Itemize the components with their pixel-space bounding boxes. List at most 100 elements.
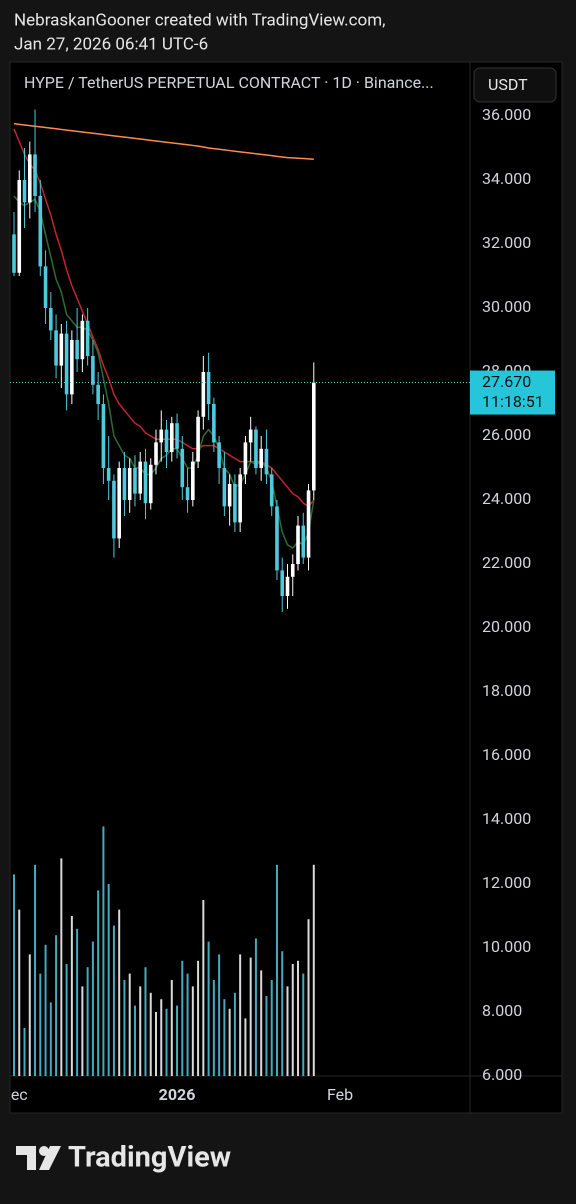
candle-body (133, 468, 137, 494)
candle-body (306, 490, 311, 558)
y-tick-label: 8.000 (482, 1001, 522, 1020)
currency-label[interactable]: USDT (488, 75, 528, 94)
candle-body (233, 484, 237, 523)
candle-body (80, 320, 85, 360)
volume-bar (144, 967, 147, 1076)
volume-bar (265, 996, 268, 1076)
volume-bar (65, 964, 68, 1076)
volume-bar (260, 970, 263, 1076)
candle-body (17, 180, 22, 273)
volume-bar (286, 986, 289, 1076)
candle-body (259, 448, 263, 468)
footer-brand: TradingView (68, 1141, 231, 1175)
volume-bar (244, 1018, 247, 1076)
candle-body (185, 487, 190, 500)
volume-bar (118, 909, 121, 1076)
candle-body (169, 423, 174, 452)
volume-bar (197, 960, 200, 1076)
volume-bar (270, 980, 273, 1076)
y-tick-label: 12.000 (482, 873, 531, 892)
candle-body (75, 340, 79, 360)
volume-bar (12, 874, 15, 1076)
candle-body (175, 423, 179, 449)
y-tick-label: 34.000 (482, 169, 531, 188)
volume-bar (212, 980, 215, 1076)
y-tick-label: 6.000 (482, 1065, 522, 1084)
candle-body (164, 429, 169, 452)
volume-bar (55, 935, 58, 1076)
volume-bar (81, 986, 84, 1076)
candle-body (264, 448, 269, 475)
candle-body (127, 468, 132, 500)
candle-body (96, 384, 100, 404)
candle-body (238, 474, 242, 523)
currency-button[interactable] (473, 67, 557, 103)
volume-bar (70, 916, 73, 1076)
volume-bar (176, 1005, 179, 1076)
y-tick-label: 18.000 (482, 681, 531, 700)
candle-body (243, 442, 248, 475)
volume-bar (155, 1012, 158, 1076)
candle-body (12, 234, 16, 273)
volume-bar (76, 928, 79, 1076)
moving-average-line (13, 122, 314, 160)
volume-bar (191, 986, 194, 1076)
candle-body (280, 570, 285, 596)
candle-body (154, 442, 158, 465)
candle-body (290, 564, 295, 577)
candle-body (217, 442, 221, 468)
x-tick-label: Feb (327, 1085, 353, 1104)
volume-bar (128, 973, 131, 1076)
candle-body (248, 429, 253, 443)
y-tick-label: 20.000 (482, 617, 531, 636)
candle-body (227, 484, 232, 507)
volume-bar (86, 967, 89, 1076)
volume-bar (181, 960, 184, 1076)
candle-body (49, 308, 53, 331)
header-line: Jan 27, 2026 06:41 UTC-6 (14, 34, 208, 54)
volume-bar (149, 992, 152, 1076)
candle-body (148, 464, 153, 504)
volume-bar (307, 919, 310, 1076)
candle-body (143, 461, 148, 504)
last-price-label: 27.670 (482, 372, 531, 391)
candle-body (70, 340, 74, 395)
price-axis: 6.000 8.000 10.000 12.000 14.000 16.000 18.000… (482, 105, 531, 1084)
y-tick-label: 36.000 (482, 105, 531, 124)
candle-body (54, 330, 58, 366)
candle-body (311, 382, 316, 491)
candle-body (27, 154, 32, 203)
candle-body (43, 266, 48, 308)
candle-body (38, 196, 43, 267)
volume-bar (312, 864, 315, 1076)
candle-body (112, 480, 116, 539)
y-tick-label: 16.000 (482, 745, 531, 764)
footer-logo: TradingView (16, 1141, 231, 1175)
volume-bar (107, 884, 110, 1076)
volume-bar (233, 992, 236, 1076)
volume-bar (139, 986, 142, 1076)
x-tick-label: Dec (0, 1085, 27, 1104)
y-tick-label: 22.000 (482, 553, 531, 572)
candle-body (206, 372, 211, 404)
logo-mark (16, 1146, 36, 1170)
y-tick-label: 30.000 (482, 297, 531, 316)
candle-body (91, 356, 95, 385)
y-tick-label: 32.000 (482, 233, 531, 252)
y-tick-label: 26.000 (482, 425, 531, 444)
volume-bar (160, 999, 163, 1076)
candle-body (101, 404, 106, 468)
chart-title: HYPE / TetherUS PERPETUAL CONTRACT · 1D … (24, 73, 434, 92)
plot-area (10, 109, 470, 1076)
volume-bar (302, 973, 305, 1076)
header-line: NebraskanGooner created with TradingView… (14, 10, 386, 30)
countdown-label: 11:18:51 (482, 392, 544, 411)
volume-bar (34, 864, 37, 1076)
volume-bar (297, 960, 300, 1076)
candle-body (85, 320, 90, 356)
candle-body (285, 576, 290, 596)
x-tick-label: 2026 (159, 1085, 196, 1104)
volume-bar (249, 957, 252, 1076)
